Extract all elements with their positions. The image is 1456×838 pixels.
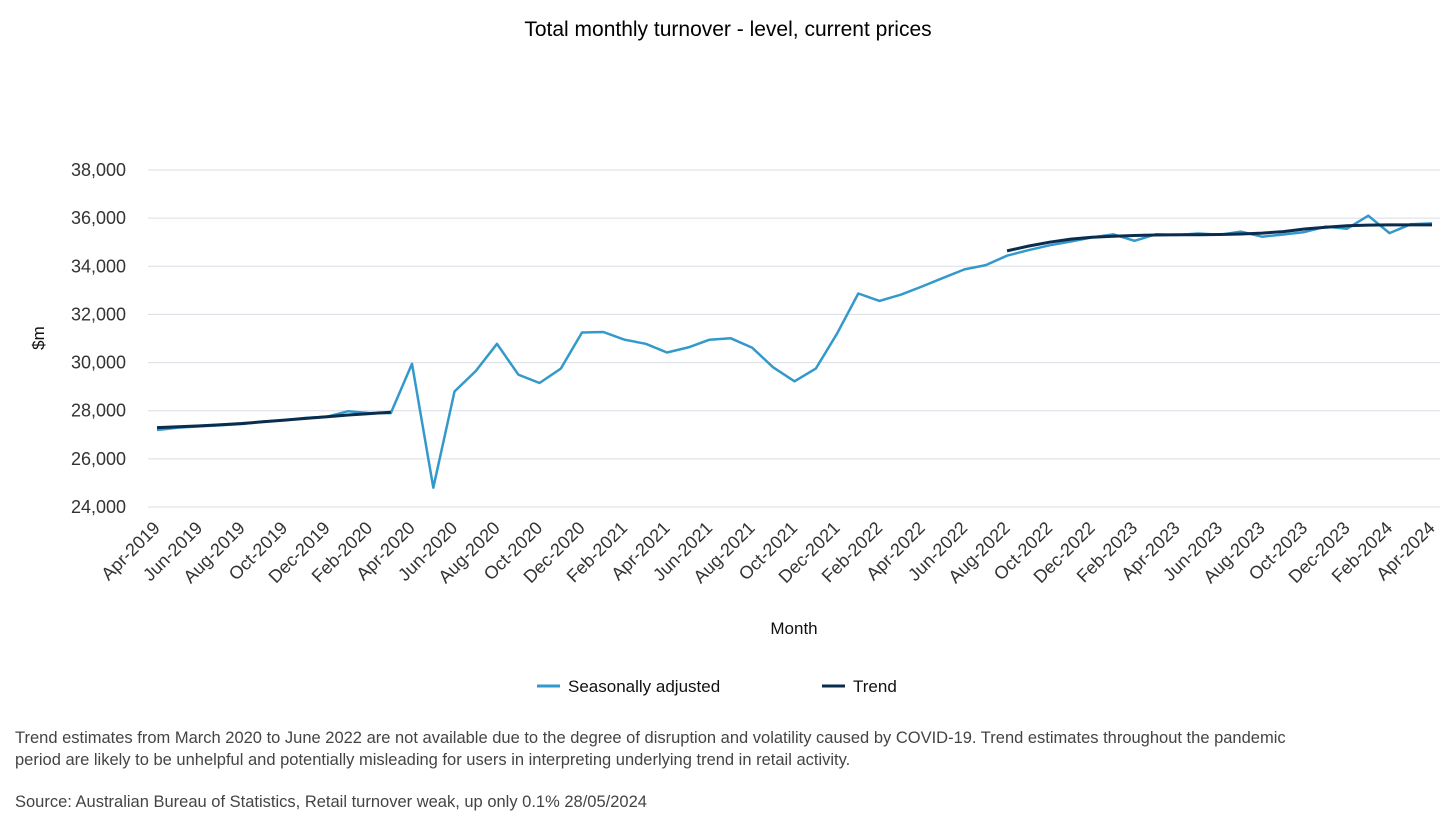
y-axis-label: $m (29, 326, 48, 350)
chart-title: Total monthly turnover - level, current … (524, 18, 931, 41)
y-tick-label: 38,000 (71, 160, 126, 180)
source-note: Source: Australian Bureau of Statistics,… (15, 793, 647, 811)
legend-label-seasonally-adjusted: Seasonally adjusted (568, 677, 720, 696)
series-line-trend (156, 223, 1432, 430)
legend: Seasonally adjusted Trend (537, 677, 897, 696)
series-line-seasonally-adjusted (156, 214, 1433, 489)
trend-note: Trend estimates from March 2020 to June … (15, 729, 1286, 769)
y-axis-ticks: 24,000 26,000 28,000 30,000 32,000 34,000 36,0… (71, 160, 126, 517)
x-axis-label: Month (770, 619, 817, 638)
y-tick-label: 26,000 (71, 449, 126, 469)
gridlines (148, 169, 1440, 508)
y-tick-label: 36,000 (71, 208, 126, 228)
line-chart: Total monthly turnover - level, current … (29, 18, 1440, 696)
y-tick-label: 30,000 (71, 353, 126, 373)
y-tick-label: 32,000 (71, 304, 126, 324)
legend-label-trend: Trend (853, 677, 897, 696)
x-axis-ticks: Apr-2019Jun-2019Aug-2019Oct-2019Dec-2019… (97, 518, 1439, 587)
y-tick-label: 28,000 (71, 401, 126, 421)
series-lines (156, 214, 1433, 489)
y-tick-label: 34,000 (71, 256, 126, 276)
y-tick-label: 24,000 (71, 497, 126, 517)
